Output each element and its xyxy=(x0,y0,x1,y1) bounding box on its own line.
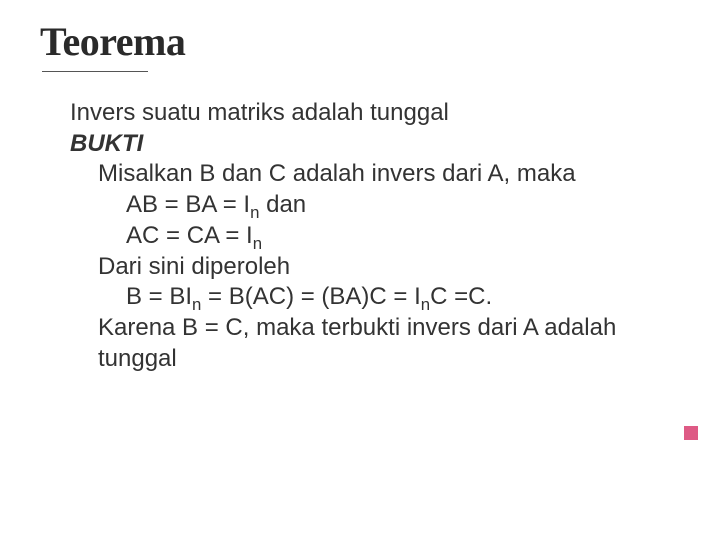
proof-line-4: Dari sini diperoleh xyxy=(70,252,680,283)
proof-label: BUKTI xyxy=(70,129,680,160)
eq-b2: = B(AC) = (BA)C = I xyxy=(201,283,420,310)
proof-line-3: AC = CA = In xyxy=(70,221,680,252)
subscript-n: n xyxy=(253,234,262,253)
eq-ab: AB = BA = I xyxy=(126,191,250,218)
eq-b1: B = BI xyxy=(126,283,192,310)
proof-line-5: B = BIn = B(AC) = (BA)C = InC =C. xyxy=(70,282,680,313)
eq-ab-tail: dan xyxy=(259,191,306,218)
accent-square-icon xyxy=(684,426,698,440)
slide-title: Teorema xyxy=(40,18,680,65)
slide-container: Teorema Invers suatu matriks adalah tung… xyxy=(0,0,720,394)
subscript-n: n xyxy=(421,295,430,314)
proof-conclusion: Karena B = C, maka terbukti invers dari … xyxy=(70,313,680,374)
theorem-statement: Invers suatu matriks adalah tunggal xyxy=(70,98,680,129)
proof-line-1: Misalkan B dan C adalah invers dari A, m… xyxy=(70,159,680,190)
title-underline xyxy=(42,71,148,72)
slide-body: Invers suatu matriks adalah tunggal BUKT… xyxy=(40,98,680,374)
eq-b3: C =C. xyxy=(430,283,492,310)
eq-ac: AC = CA = I xyxy=(126,222,253,249)
proof-line-2: AB = BA = In dan xyxy=(70,190,680,221)
subscript-n: n xyxy=(192,295,201,314)
